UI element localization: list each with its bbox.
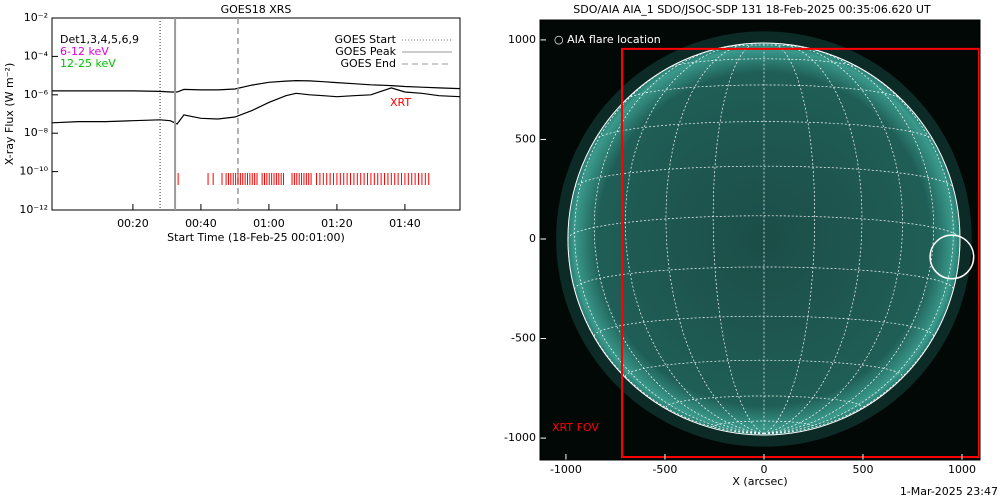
sun-grid xyxy=(712,42,765,435)
sun-grid xyxy=(624,44,765,435)
x-tick-label: 500 xyxy=(852,463,873,476)
x-tick-label: -1000 xyxy=(550,463,582,476)
legend-label: GOES Peak xyxy=(335,45,396,58)
sun-grid xyxy=(667,58,860,69)
title: GOES18 XRS xyxy=(221,3,292,16)
y-tick-label: 10⁻² xyxy=(24,11,48,24)
x-tick-label: 00:40 xyxy=(185,217,217,230)
flux-line xyxy=(51,87,461,125)
y-tick-label: 1000 xyxy=(508,33,536,46)
x-tick-label: 0 xyxy=(760,463,767,476)
sun-grid xyxy=(626,84,902,100)
y-tick-label: 500 xyxy=(515,132,536,145)
x-tick-label: 01:40 xyxy=(389,217,421,230)
flux-line xyxy=(52,79,461,93)
sun-grid xyxy=(574,165,954,188)
sun-grid xyxy=(567,238,765,435)
sun-grid xyxy=(763,43,863,435)
y-tick-label: 10⁻⁶ xyxy=(24,88,49,101)
sun-disk xyxy=(567,42,960,436)
fov-label: XRT FOV xyxy=(552,421,599,434)
sun-grid xyxy=(763,44,903,435)
y-label: X-ray Flux (W m⁻²) xyxy=(3,63,16,165)
y-tick-label: 10⁻⁸ xyxy=(24,126,49,139)
legend-label: GOES End xyxy=(340,57,396,70)
xrt-fov xyxy=(620,47,981,459)
x-label: X (arcsec) xyxy=(732,475,787,488)
y-tick-label: 10⁻⁴ xyxy=(24,49,49,62)
band-label: 12-25 keV xyxy=(60,57,116,70)
sun-grid xyxy=(763,238,961,435)
legend-label: GOES Start xyxy=(335,33,397,46)
y-tick-label: 10⁻¹⁰ xyxy=(19,165,48,178)
x-tick-label: 01:20 xyxy=(321,217,353,230)
y-tick-label: -1000 xyxy=(504,431,536,444)
footer: 1-Mar-2025 23:47 xyxy=(900,485,998,498)
detectors: Det1,3,4,5,6,9 xyxy=(60,33,139,46)
flare-circle xyxy=(929,234,975,280)
sun-grid xyxy=(763,62,954,435)
y-tick-label: 10⁻¹² xyxy=(19,203,48,216)
flare-label: ○ AIA flare location xyxy=(554,33,661,46)
sun-grid xyxy=(574,62,765,435)
sun-grid xyxy=(665,43,765,435)
sun-grid xyxy=(763,42,816,435)
x-tick-label: 00:20 xyxy=(117,217,149,230)
sun-grid xyxy=(594,121,934,140)
x-label: Start Time (18-Feb-25 00:01:00) xyxy=(167,231,345,244)
x-tick-label: 1000 xyxy=(948,463,976,476)
x-tick-label: -500 xyxy=(652,463,677,476)
y-tick-label: 0 xyxy=(529,232,536,245)
xrt-label: XRT xyxy=(390,96,411,109)
x-tick-label: 01:00 xyxy=(253,217,285,230)
limb xyxy=(567,42,961,436)
title: SDO/AIA AIA_1 SDO/JSOC-SDP 131 18-Feb-20… xyxy=(573,3,931,16)
plot-frame xyxy=(539,19,981,461)
y-tick-label: -500 xyxy=(511,332,536,345)
band-label: 6-12 keV xyxy=(60,45,109,58)
plot-frame xyxy=(51,17,461,211)
